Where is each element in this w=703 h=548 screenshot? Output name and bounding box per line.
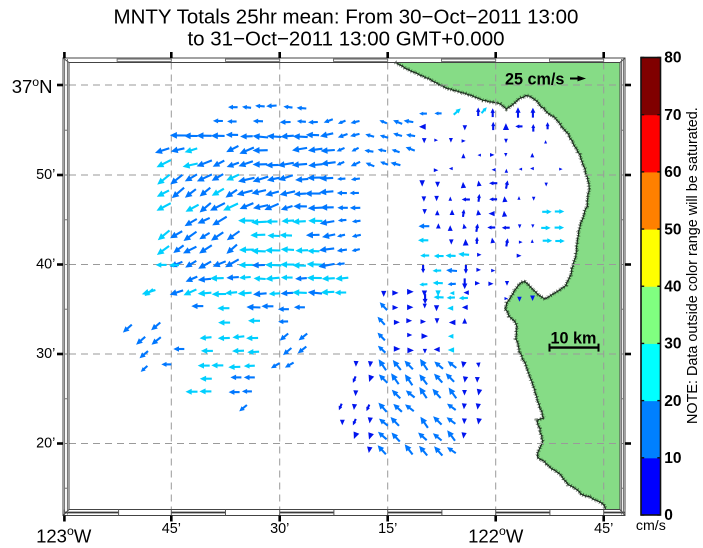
- svg-text:50: 50: [664, 221, 681, 238]
- svg-text:10 km: 10 km: [551, 330, 597, 348]
- svg-text:30’: 30’: [270, 521, 289, 537]
- svg-text:25 cm/s: 25 cm/s: [505, 71, 564, 89]
- svg-text:45’: 45’: [162, 521, 181, 537]
- svg-text:80: 80: [664, 50, 681, 67]
- svg-text:0: 0: [664, 507, 673, 524]
- svg-text:10: 10: [664, 450, 681, 467]
- svg-text:to 31−Oct−2011 13:00 GMT+0.000: to 31−Oct−2011 13:00 GMT+0.000: [187, 28, 504, 51]
- svg-text:123oW: 123oW: [36, 524, 92, 546]
- svg-text:30: 30: [664, 336, 681, 353]
- svg-text:15’: 15’: [378, 521, 397, 537]
- svg-text:60: 60: [664, 164, 681, 181]
- svg-text:20’: 20’: [36, 436, 55, 452]
- svg-text:NOTE: Data outside color range: NOTE: Data outside color range will be s…: [685, 107, 701, 424]
- svg-text:45’: 45’: [594, 521, 613, 537]
- svg-text:122oW: 122oW: [468, 524, 524, 546]
- svg-text:20: 20: [664, 393, 681, 410]
- svg-text:30’: 30’: [36, 346, 55, 362]
- svg-text:MNTY Totals 25hr mean: From 30: MNTY Totals 25hr mean: From 30−Oct−2011 …: [114, 6, 579, 29]
- svg-text:cm/s: cm/s: [636, 518, 666, 534]
- svg-text:40’: 40’: [36, 257, 55, 273]
- svg-text:70: 70: [664, 107, 681, 124]
- svg-text:50’: 50’: [36, 167, 55, 183]
- svg-text:37oN: 37oN: [12, 75, 53, 97]
- svg-text:40: 40: [664, 278, 681, 295]
